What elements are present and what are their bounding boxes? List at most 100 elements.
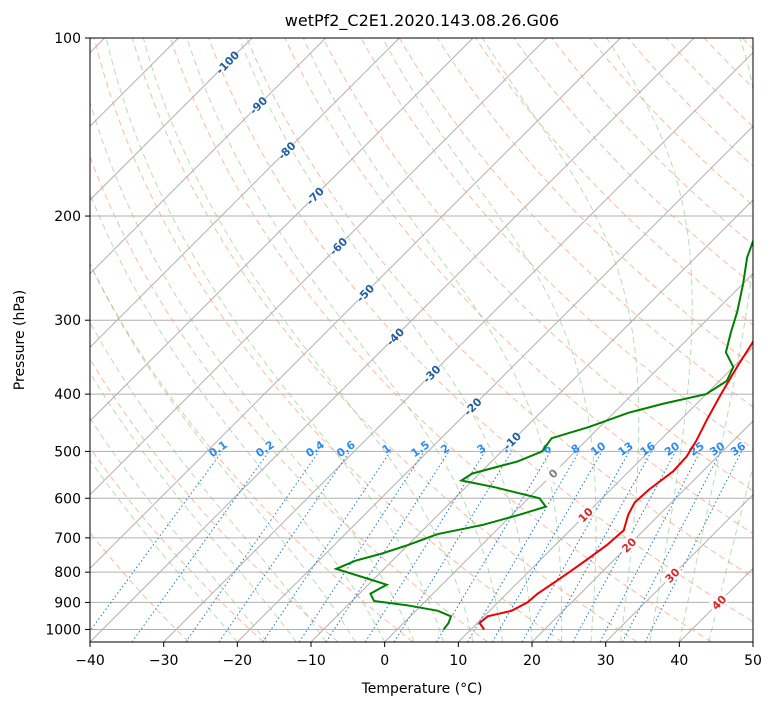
moist-adiabat [90, 417, 268, 642]
moist-adiabat [90, 321, 327, 642]
mixing-ratio-label: 16 [638, 439, 658, 459]
dry-adiabat [322, 38, 753, 492]
x-tick-label: 20 [523, 653, 541, 669]
mixing-ratio-line [131, 451, 270, 642]
dry-adiabat [284, 38, 753, 535]
isotherm-label-bg [573, 502, 597, 527]
dry-adiabat [208, 38, 753, 623]
isotherm-label-bg [326, 234, 350, 258]
isotherm-line [90, 38, 474, 422]
dry-adiabat [742, 38, 753, 50]
isotherm-line [90, 38, 400, 349]
x-tick-label: 10 [449, 653, 467, 669]
mixing-ratio-label: 2 [438, 442, 452, 457]
moist-adiabat [90, 100, 415, 642]
moist-adiabat [186, 38, 503, 642]
isotherm-label-bg [353, 281, 377, 305]
temperature-profile [478, 339, 753, 631]
dry-adiabat [90, 262, 414, 642]
moist-adiabat [90, 459, 238, 642]
y-tick-label: 300 [54, 313, 81, 329]
y-tick-label: 400 [54, 387, 81, 403]
dry-adiabat [436, 38, 753, 367]
mixing-ratio-label: 3 [475, 442, 489, 457]
dry-adiabat [665, 38, 753, 128]
isotherm-label-bg [246, 93, 270, 117]
isotherm-label-bg [302, 184, 327, 208]
dry-adiabat [551, 38, 753, 246]
x-tick-label: 0 [380, 653, 389, 669]
isotherm-line [90, 38, 253, 201]
dry-adiabat [90, 531, 190, 642]
isotherm-label: -90 [247, 94, 270, 117]
dry-adiabat [131, 38, 638, 642]
moist-adiabat [238, 38, 533, 642]
y-tick-label: 500 [54, 444, 81, 460]
isotherm-line [457, 346, 753, 642]
isotherm-line [678, 567, 753, 642]
isotherm-label-bg [215, 50, 239, 74]
isotherm-label-bg [460, 394, 485, 418]
mixing-ratio-line [325, 451, 450, 642]
isotherm-label-bg [274, 138, 299, 162]
mixing-ratio-label: 8 [569, 442, 583, 457]
mixing-ratio-line [435, 451, 552, 642]
y-tick-label: 600 [54, 491, 81, 507]
mixing-ratio-label: 20 [662, 439, 682, 459]
moist-adiabat [90, 371, 297, 642]
mixing-ratio-line [545, 451, 652, 642]
dry-adiabat [90, 155, 488, 642]
plot-frame [89, 37, 754, 643]
isotherm-line [90, 38, 621, 570]
moist-adiabat [382, 38, 597, 642]
mixing-ratio-label: 1.5 [409, 438, 432, 460]
chart-title: wetPf2_C2E1.2020.143.08.26.G06 [285, 11, 559, 31]
y-axis-label: Pressure (hPa) [12, 290, 28, 390]
x-axis-label: Temperature (°C) [361, 681, 483, 697]
dry-adiabat [93, 38, 563, 642]
mixing-ratio-label: 0.6 [334, 438, 358, 460]
y-tick-label: 800 [54, 565, 81, 581]
dry-adiabat [246, 38, 753, 578]
x-tick-label: −20 [223, 653, 253, 669]
isotherm-line [531, 420, 753, 642]
isotherm-label-bg [500, 428, 524, 453]
moist-adiabat [302, 38, 563, 642]
isotherm-label-bg [616, 533, 641, 557]
isotherm-line [90, 38, 327, 275]
x-tick-label: −40 [75, 653, 105, 669]
isotherm-line [90, 38, 548, 496]
isotherm-line [752, 641, 753, 642]
y-tick-label: 700 [54, 531, 81, 547]
isotherm-line [384, 272, 753, 642]
isotherm-label: -100 [214, 48, 243, 77]
dry-adiabat [90, 446, 264, 642]
mixing-ratio-label: 1 [380, 442, 394, 457]
mixing-ratio-label: 30 [707, 439, 727, 459]
moist-adiabat [90, 262, 356, 642]
isotherm-line [163, 51, 753, 642]
mixing-ratio-line [262, 451, 391, 642]
mixing-ratio-line [599, 451, 701, 642]
dewpoint-profile [333, 238, 753, 631]
x-tick-label: −10 [296, 653, 326, 669]
dry-adiabat [398, 38, 753, 408]
dry-adiabat [170, 38, 712, 642]
isotherm-line [605, 493, 753, 642]
dry-adiabat [360, 38, 753, 450]
isotherm-label-bg [541, 461, 565, 485]
plot-area: 0.10.20.40.611.52346810131620253036-100-… [90, 38, 753, 642]
mixing-ratio-label: 0.1 [206, 438, 229, 460]
mixing-ratio-line [185, 451, 320, 642]
axis-ticks: −40 −30 −20 −10 0 10 20 30 40 50 100 200 300 400 500 60… [45, 31, 762, 669]
moist-adiabat [606, 38, 693, 642]
isotherm-label-bg [419, 362, 443, 386]
mixing-ratio-label: 0.4 [303, 438, 327, 460]
dry-adiabat [513, 38, 753, 286]
x-tick-label: 50 [744, 653, 762, 669]
mixing-ratio-label: 25 [687, 439, 707, 458]
y-tick-label: 900 [54, 595, 81, 611]
isotherm-label-bg [660, 563, 684, 587]
moist-adiabat [678, 38, 753, 642]
